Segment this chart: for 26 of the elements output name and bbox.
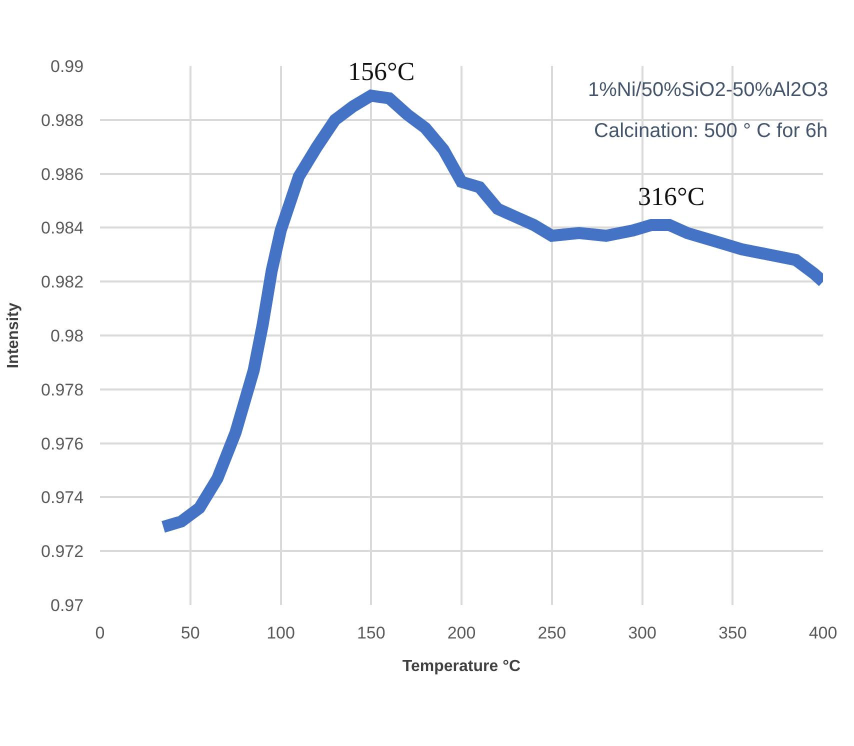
- y-tick-label: 0.984: [41, 218, 84, 238]
- x-tick-label: 0: [95, 623, 105, 642]
- y-tick-label: 0.97: [50, 596, 84, 615]
- x-tick-label: 400: [808, 623, 838, 642]
- y-tick-label: 0.976: [41, 434, 84, 454]
- annotation: 1%Ni/50%SiO2-50%Al2O3: [588, 79, 828, 101]
- y-tick-label: 0.986: [41, 164, 84, 184]
- y-axis-title: Intensity: [4, 302, 22, 368]
- x-tick-label: 150: [356, 623, 386, 642]
- x-tick-label: 50: [180, 623, 200, 642]
- y-tick-label: 0.98: [50, 326, 84, 346]
- y-tick-label: 0.99: [50, 56, 84, 76]
- y-tick-label: 0.974: [41, 488, 84, 508]
- y-tick-label: 0.978: [41, 380, 84, 400]
- y-tick-label: 0.972: [41, 542, 84, 562]
- x-tick-label: 300: [628, 623, 656, 642]
- x-tick-label: 250: [538, 623, 566, 642]
- annotation: 316°C: [638, 182, 705, 211]
- annotation: Calcination: 500 ° C for 6h: [594, 120, 828, 142]
- annotation: 156°C: [348, 57, 415, 86]
- y-tick-label: 0.982: [41, 272, 84, 292]
- x-tick-label: 200: [447, 623, 476, 642]
- x-tick-label: 100: [266, 623, 295, 642]
- x-axis-title: Temperature °C: [402, 658, 522, 676]
- y-tick-label: 0.988: [41, 110, 84, 130]
- x-tick-label: 350: [718, 623, 747, 642]
